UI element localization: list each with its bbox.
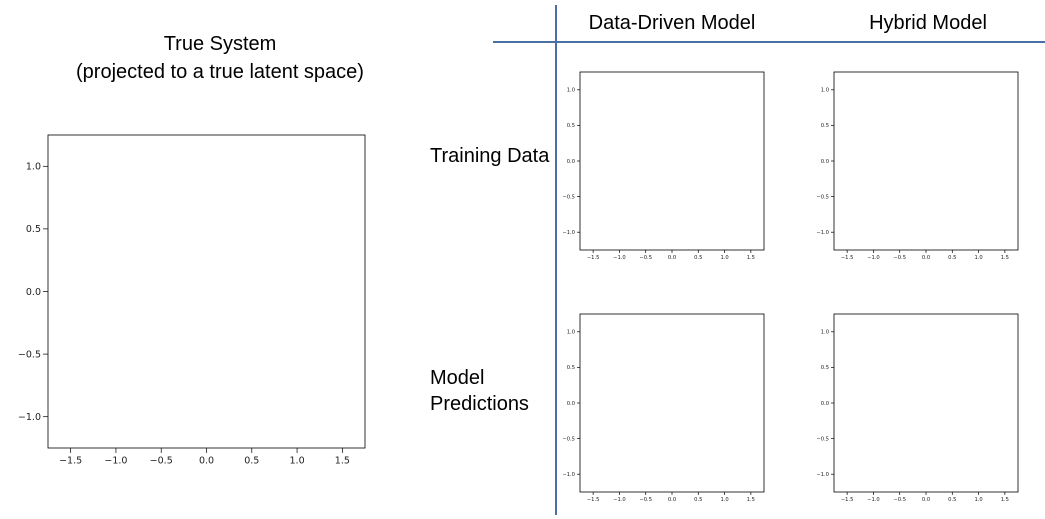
x-tick-label: −1.5 bbox=[841, 255, 854, 261]
x-tick-label: −1.5 bbox=[59, 456, 82, 467]
y-tick-label: 1.0 bbox=[26, 162, 41, 173]
x-tick-label: 0.5 bbox=[694, 255, 702, 261]
x-tick-label: 0.0 bbox=[199, 456, 214, 467]
plot-frame bbox=[579, 71, 765, 251]
x-tick-label: −1.0 bbox=[613, 497, 626, 503]
y-tick-label: 1.0 bbox=[821, 88, 829, 94]
y-tick-label: 0.0 bbox=[26, 287, 41, 298]
x-tick-label: 1.0 bbox=[720, 497, 728, 503]
x-tick-label: 0.0 bbox=[922, 497, 930, 503]
y-tick-label: 0.5 bbox=[821, 365, 829, 371]
column-header-hybrid: Hybrid Model bbox=[869, 12, 987, 34]
y-tick-label: −0.5 bbox=[18, 349, 41, 360]
x-tick-label: −1.0 bbox=[613, 255, 626, 261]
x-tick-label: −0.5 bbox=[639, 497, 652, 503]
x-tick-label: 1.5 bbox=[747, 255, 755, 261]
y-tick-label: −1.0 bbox=[18, 412, 41, 423]
row-label-predictions-line2: Predictions bbox=[430, 393, 529, 415]
x-tick-label: 0.0 bbox=[922, 255, 930, 261]
y-tick-label: 0.5 bbox=[567, 123, 575, 129]
y-tick-label: 0.0 bbox=[821, 159, 829, 165]
x-tick-label: −1.0 bbox=[104, 456, 127, 467]
plot-frame bbox=[47, 134, 366, 449]
x-tick-label: 1.0 bbox=[720, 255, 728, 261]
y-tick-label: −1.0 bbox=[816, 472, 829, 478]
data-driven-training-plot: −1.5 −1.0 −0.5 0.0 0.5 1.0 1.5 −1.0 −0.5 0.0 0.5 1.… bbox=[562, 71, 765, 261]
y-tick-label: −0.5 bbox=[562, 194, 575, 200]
true-system-title: True System (projected to a true latent … bbox=[0, 30, 440, 86]
x-tick-label: 1.0 bbox=[974, 255, 982, 261]
x-tick-label: 0.5 bbox=[244, 456, 259, 467]
x-tick-label: 1.5 bbox=[1001, 255, 1009, 261]
y-tick-label: −0.5 bbox=[816, 436, 829, 442]
true-system-title-line1: True System bbox=[163, 33, 277, 55]
x-tick-label: −0.5 bbox=[150, 456, 173, 467]
y-tick-label: 0.0 bbox=[821, 401, 829, 407]
y-tick-label: 0.5 bbox=[26, 224, 41, 235]
y-tick-label: 1.0 bbox=[567, 88, 575, 94]
horizontal-rule bbox=[493, 41, 1045, 43]
true-system-phase-plot: −1.5 −1.0 −0.5 0.0 0.5 1.0 1.5 −1.0 −0.5 0.0 0.5 1.… bbox=[18, 134, 366, 467]
x-tick-label: 0.0 bbox=[668, 497, 676, 503]
y-tick-label: −0.5 bbox=[816, 194, 829, 200]
x-tick-label: 1.0 bbox=[974, 497, 982, 503]
data-driven-predictions-plot: −1.5 −1.0 −0.5 0.0 0.5 1.0 1.5 −1.0 −0.5 0.0 0.5 1.… bbox=[562, 313, 765, 503]
x-tick-label: −0.5 bbox=[639, 255, 652, 261]
x-tick-label: 0.5 bbox=[694, 497, 702, 503]
row-label-training: Training Data bbox=[430, 145, 550, 167]
column-header-data-driven: Data-Driven Model bbox=[588, 12, 756, 34]
hybrid-training-plot: −1.5 −1.0 −0.5 0.0 0.5 1.0 1.5 −1.0 −0.5 0.0 0.5 1.… bbox=[816, 71, 1019, 261]
y-tick-label: −1.0 bbox=[562, 230, 575, 236]
x-tick-label: 1.5 bbox=[1001, 497, 1009, 503]
y-tick-label: 1.0 bbox=[821, 330, 829, 336]
y-tick-label: 1.0 bbox=[567, 330, 575, 336]
x-tick-label: 0.5 bbox=[948, 497, 956, 503]
x-tick-label: 1.0 bbox=[290, 456, 305, 467]
x-tick-label: 0.5 bbox=[948, 255, 956, 261]
x-tick-label: 1.5 bbox=[335, 456, 350, 467]
hybrid-predictions-plot: −1.5 −1.0 −0.5 0.0 0.5 1.0 1.5 −1.0 −0.5 0.0 0.5 1.… bbox=[816, 313, 1019, 503]
x-tick-label: 1.5 bbox=[747, 497, 755, 503]
x-tick-label: −1.0 bbox=[867, 255, 880, 261]
true-system-title-line2: (projected to a true latent space) bbox=[76, 61, 364, 83]
x-tick-label: −1.5 bbox=[587, 497, 600, 503]
y-tick-label: 0.0 bbox=[567, 159, 575, 165]
x-tick-label: −0.5 bbox=[893, 497, 906, 503]
row-label-predictions: Model Predictions bbox=[430, 365, 529, 417]
y-tick-label: 0.5 bbox=[567, 365, 575, 371]
y-tick-label: −1.0 bbox=[816, 230, 829, 236]
vertical-rule bbox=[555, 5, 557, 515]
plot-frame bbox=[833, 313, 1019, 493]
x-tick-label: 0.0 bbox=[668, 255, 676, 261]
y-tick-label: −0.5 bbox=[562, 436, 575, 442]
y-tick-label: −1.0 bbox=[562, 472, 575, 478]
x-tick-label: −1.5 bbox=[841, 497, 854, 503]
x-tick-label: −1.5 bbox=[587, 255, 600, 261]
row-label-predictions-line1: Model bbox=[430, 367, 485, 389]
y-tick-label: 0.0 bbox=[567, 401, 575, 407]
y-tick-label: 0.5 bbox=[821, 123, 829, 129]
plot-frame bbox=[833, 71, 1019, 251]
x-tick-label: −0.5 bbox=[893, 255, 906, 261]
x-tick-label: −1.0 bbox=[867, 497, 880, 503]
plot-frame bbox=[579, 313, 765, 493]
